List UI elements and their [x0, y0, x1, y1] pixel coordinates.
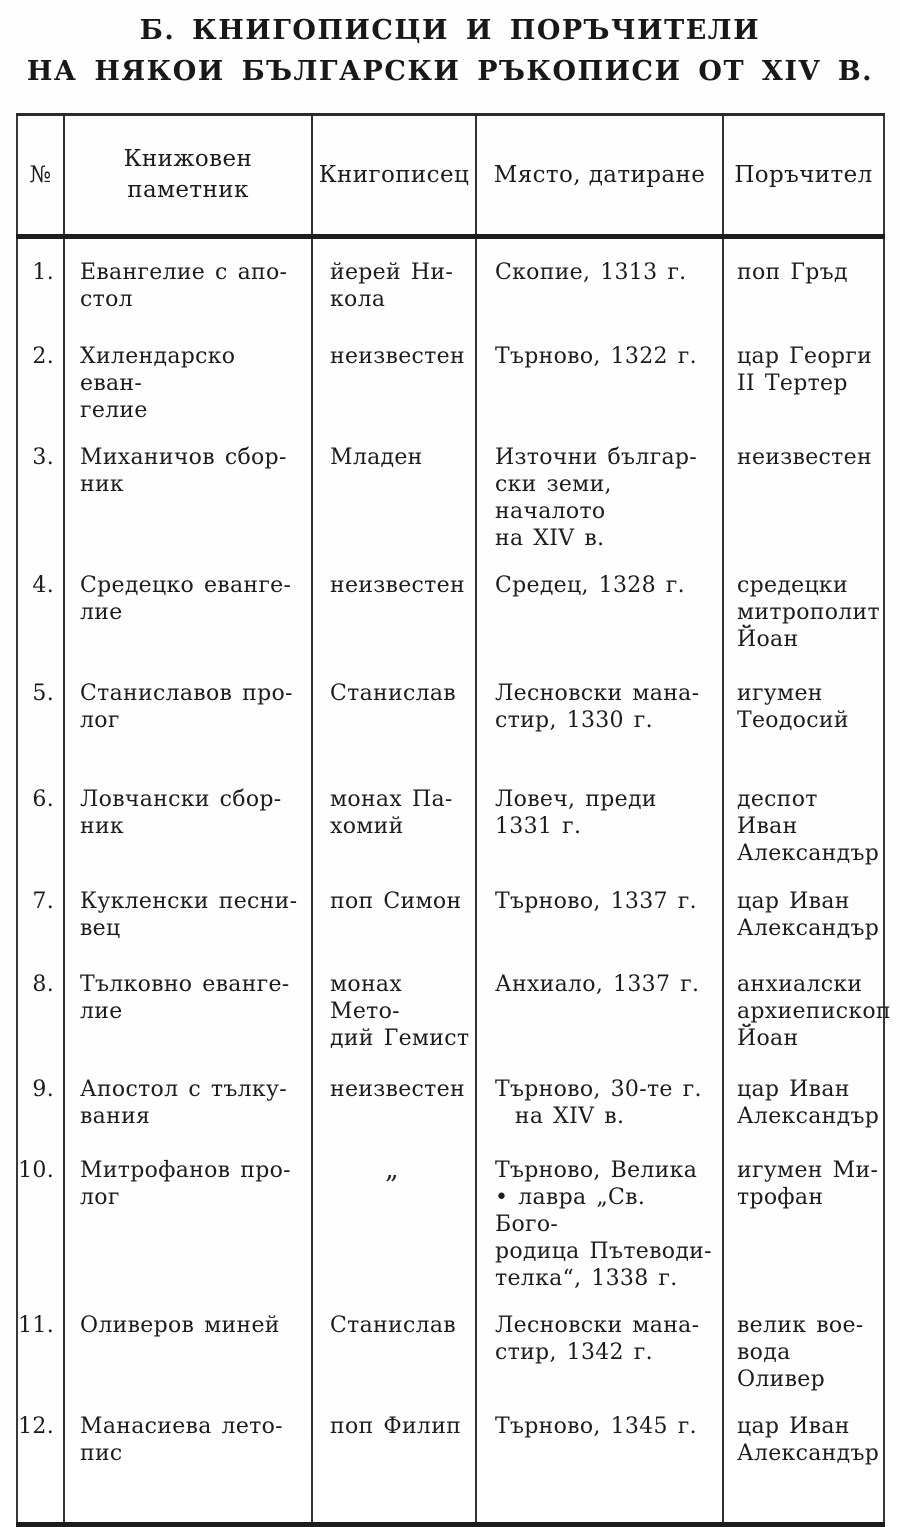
- page-title: Б. КНИГОПИСЦИ И ПОРЪЧИТЕЛИ НА НЯКОИ БЪЛГ…: [0, 10, 900, 92]
- cell-monument: Тълковно еванге- лие: [64, 950, 313, 1056]
- col-header-number: №: [17, 114, 65, 239]
- cell-place: Източни българ- ски земи, началото на XI…: [476, 423, 724, 552]
- cell-number: 5.: [17, 659, 65, 766]
- cell-number: 11.: [17, 1291, 65, 1393]
- page-title-line-2: НА НЯКОИ БЪЛГАРСКИ РЪКОПИСИ ОТ XIV В.: [26, 56, 874, 87]
- cell-monument: Евангелие с апо- стол: [64, 236, 313, 323]
- cell-place: Търново, Велика • лавра „Св. Бого- родиц…: [476, 1136, 724, 1292]
- cell-number: 6.: [17, 765, 65, 868]
- cell-scribe: Станислав: [312, 1291, 477, 1393]
- table-row: 8. Тълковно еванге- лие монах Мето- дий …: [17, 950, 891, 1056]
- table-row: 5. Станиславов про- лог Станислав Леснов…: [17, 659, 884, 766]
- cell-monument: Ловчански сбор- ник: [64, 765, 313, 868]
- cell-number: 4.: [17, 551, 65, 660]
- cell-number: 10.: [17, 1136, 65, 1292]
- table-row: 3. Миханичов сбор- ник Младен Източни бъ…: [17, 423, 884, 552]
- cell-monument: Апостол с тълку- вания: [64, 1055, 313, 1137]
- scanned-page: Б. КНИГОПИСЦИ И ПОРЪЧИТЕЛИ НА НЯКОИ БЪЛГ…: [0, 10, 900, 1527]
- table-row: 6. Ловчански сбор- ник монах Па- хомий Л…: [17, 765, 884, 868]
- cell-patron: неизвестен: [737, 444, 872, 470]
- cell-number: 7.: [17, 867, 65, 951]
- table-row: 12. Манасиева лето- пис поп Филип Търнов…: [17, 1392, 884, 1525]
- cell-place: Скопие, 1313 г.: [476, 236, 724, 323]
- cell-patron: средецки митрополит Йоан: [737, 572, 880, 652]
- cell-place: Средец, 1328 г.: [476, 551, 724, 660]
- cell-scribe: йерей Ни- кола: [312, 236, 477, 323]
- cell-number: 1.: [17, 236, 65, 323]
- cell-patron: цар Иван Александър: [737, 1413, 880, 1466]
- cell-patron: игумен Теодосий: [737, 680, 849, 733]
- table-row: 9. Апостол с тълку- вания неизвестен Тър…: [17, 1055, 884, 1137]
- cell-place: Търново, 1337 г.: [476, 867, 724, 951]
- cell-patron: поп Гръд: [737, 260, 848, 285]
- cell-scribe: монах Мето- дий Гемист: [312, 950, 477, 1056]
- col-header-scribe: Книгописец: [312, 114, 477, 239]
- cell-patron: анхиалски архиепископ Йоан: [737, 971, 891, 1051]
- cell-number: 9.: [17, 1055, 65, 1137]
- cell-place: Анхиало, 1337 г.: [476, 950, 724, 1056]
- cell-scribe: неизвестен: [312, 1055, 477, 1137]
- cell-patron: цар Георги II Тертер: [737, 343, 873, 396]
- col-header-patron: Поръчител: [723, 114, 884, 239]
- cell-monument: Кукленски песни- вец: [64, 867, 313, 951]
- cell-patron: велик вое- вода Оливер: [737, 1312, 864, 1392]
- cell-place: Търново, 1322 г.: [476, 322, 724, 424]
- cell-place: Търново, 1345 г.: [476, 1392, 724, 1525]
- cell-monument: Хилендарско еван- гелие: [64, 322, 313, 424]
- table-row: 11. Оливеров миней Станислав Лесновски м…: [17, 1291, 884, 1393]
- cell-patron: цар Иван Александър: [737, 1076, 880, 1129]
- cell-scribe: Станислав: [312, 659, 477, 766]
- page-title-line-1: Б. КНИГОПИСЦИ И ПОРЪЧИТЕЛИ: [139, 15, 761, 46]
- cell-place: Лесновски мана- стир, 1342 г.: [476, 1291, 724, 1393]
- cell-patron: цар Иван Александър: [737, 888, 880, 941]
- table-row: 2. Хилендарско еван- гелие неизвестен Тъ…: [17, 322, 884, 424]
- table-row: 4. Средецко еванге- лие неизвестен Среде…: [17, 551, 884, 660]
- table-row: 1. Евангелие с апо- стол йерей Ни- кола …: [17, 236, 884, 323]
- cell-place: Ловеч, преди 1331 г.: [476, 765, 724, 868]
- cell-scribe: неизвестен: [312, 551, 477, 660]
- cell-scribe: монах Па- хомий: [312, 765, 477, 868]
- header-row: № Книжовен паметник Книгописец Място, да…: [17, 114, 884, 239]
- cell-number: 8.: [17, 950, 65, 1056]
- cell-scribe: поп Филип: [312, 1392, 477, 1525]
- cell-patron: игумен Ми- трофан: [737, 1157, 879, 1210]
- cell-monument: Станиславов про- лог: [64, 659, 313, 766]
- cell-number: 12.: [17, 1392, 65, 1525]
- cell-place: Лесновски мана- стир, 1330 г.: [476, 659, 724, 766]
- table-row: 7. Кукленски песни- вец поп Симон Търнов…: [17, 867, 884, 951]
- cell-scribe-ditto-mark: „: [312, 1136, 477, 1292]
- col-header-place: Място, датиране: [476, 114, 724, 239]
- col-header-monument: Книжовен паметник: [64, 114, 313, 239]
- cell-monument: Средецко еванге- лие: [64, 551, 313, 660]
- cell-scribe: неизвестен: [312, 322, 477, 424]
- cell-scribe: Младен: [312, 423, 477, 552]
- cell-number: 3.: [17, 423, 65, 552]
- cell-monument: Митрофанов про- лог: [64, 1136, 313, 1292]
- table-row: 10. Митрофанов про- лог „ Търново, Велик…: [17, 1136, 884, 1292]
- manuscripts-table: № Книжовен паметник Книгописец Място, да…: [16, 113, 891, 1527]
- cell-monument: Оливеров миней: [64, 1291, 313, 1393]
- cell-patron: деспот Иван Александър: [737, 786, 880, 866]
- cell-place: Търново, 30-те г. на XIV в.: [476, 1055, 724, 1137]
- cell-number: 2.: [17, 322, 65, 424]
- cell-scribe: поп Симон: [312, 867, 477, 951]
- cell-monument: Манасиева лето- пис: [64, 1392, 313, 1525]
- cell-monument: Миханичов сбор- ник: [64, 423, 313, 552]
